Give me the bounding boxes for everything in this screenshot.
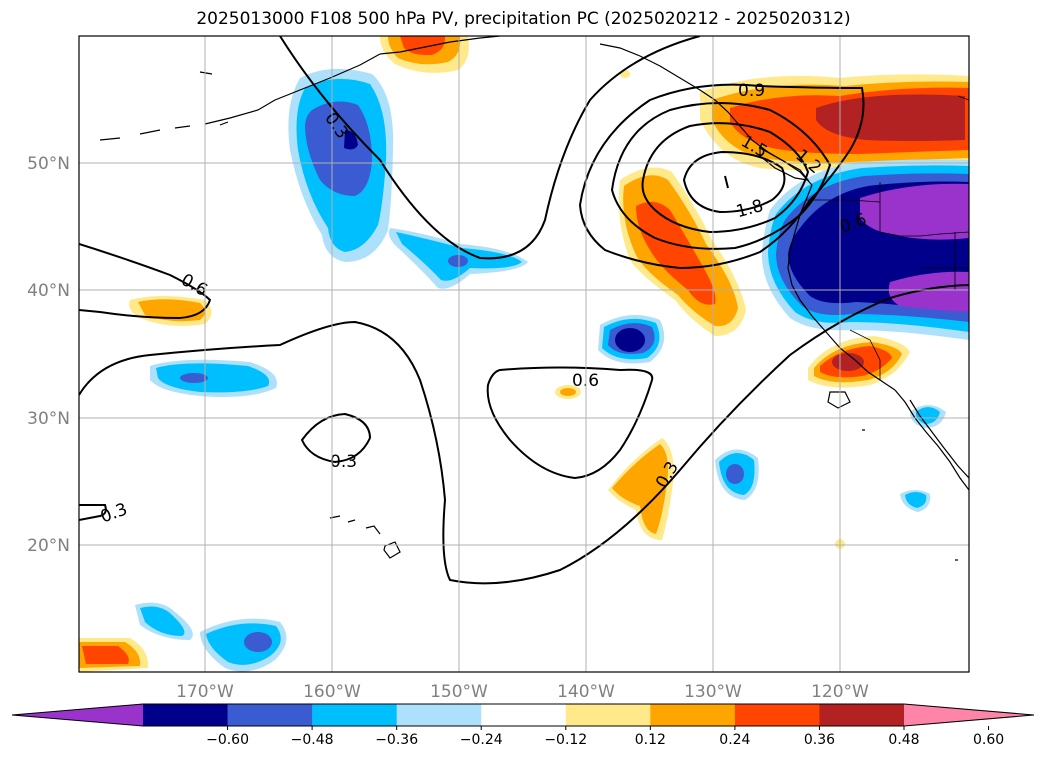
pv-contours <box>79 36 969 585</box>
lat-label: 40°N <box>27 281 70 301</box>
lon-label: 130°W <box>684 682 742 702</box>
lon-label: 160°W <box>303 682 361 702</box>
contour-0.6-west <box>79 243 212 320</box>
lat-labels: 50°N 40°N 30°N 20°N <box>27 154 70 556</box>
colorbar-box <box>481 704 567 726</box>
precip-blob-baja-negative <box>900 405 946 512</box>
colorbar-tick-label: −0.48 <box>291 732 334 748</box>
colorbar-tick-label: 0.24 <box>719 732 750 748</box>
lat-label: 20°N <box>27 536 70 556</box>
map-title: 2025013000 F108 500 hPa PV, precipitatio… <box>196 9 851 29</box>
colorbar-box <box>312 704 398 726</box>
contour-label: 0.3 <box>330 452 357 472</box>
precip-blob-dot <box>555 385 581 399</box>
contour-1.5 <box>641 122 810 234</box>
colorbar-box <box>396 704 482 726</box>
precip-blob-sw-positive <box>79 638 149 672</box>
precip-blob-west-positive <box>129 296 212 326</box>
lat-label: 30°N <box>27 409 70 429</box>
colorbar-tick-label: 0.60 <box>973 732 1004 748</box>
contour-1.8 <box>682 150 786 214</box>
precip-blob-plume <box>618 167 746 336</box>
colorbar-extend-high <box>904 704 1034 726</box>
lon-label: 150°W <box>430 682 488 702</box>
colorbar-tick-label: 0.12 <box>635 732 666 748</box>
contour-0.3-north <box>279 36 701 260</box>
colorbar-box <box>227 704 313 726</box>
lon-label: 140°W <box>557 682 615 702</box>
colorbar-tick-label: −0.24 <box>460 732 503 748</box>
precip-blob-west-negative <box>150 359 277 397</box>
contour-0.3-hawaii <box>300 412 372 464</box>
contour-0.6-central <box>486 366 654 480</box>
precip-blob-south-negative <box>715 449 759 500</box>
lon-label: 170°W <box>176 682 234 702</box>
precip-blob-south-positive <box>608 438 674 540</box>
gridlines <box>79 36 969 672</box>
colorbar-box <box>734 704 820 726</box>
colorbar: −0.60 −0.48 −0.36 −0.24 −0.12 0.12 0.24 0.36 0.4… <box>11 703 1035 748</box>
colorbar-tick-label: −0.12 <box>544 732 587 748</box>
contour-0.3-south <box>79 284 969 585</box>
contour-1.2 <box>610 102 832 250</box>
colorbar-extend-low <box>12 704 143 726</box>
colorbar-outline <box>11 703 1035 727</box>
lon-labels: 170°W 160°W 150°W 140°W 130°W 120°W <box>176 682 869 702</box>
contour-label: 0.9 <box>738 81 765 101</box>
precip-blob-central-negative <box>598 315 665 364</box>
map-frame <box>78 35 970 673</box>
lat-label: 50°N <box>27 154 70 174</box>
colorbar-tick-label: 0.36 <box>804 732 835 748</box>
colorbar-box <box>819 704 905 726</box>
precip-blob-gulf-alaska <box>288 68 394 262</box>
precip-blob-sw-negative <box>135 602 287 672</box>
contour-0.3-sw <box>79 504 107 521</box>
colorbar-box <box>565 704 651 726</box>
colorbar-tick-label: 0.48 <box>888 732 919 748</box>
colorbar-box <box>143 704 229 726</box>
colorbar-box <box>650 704 736 726</box>
colorbar-tick-label: −0.36 <box>375 732 418 748</box>
colorbar-tick-label: −0.60 <box>206 732 249 748</box>
lon-label: 120°W <box>811 682 869 702</box>
contour-0.9 <box>578 83 865 270</box>
